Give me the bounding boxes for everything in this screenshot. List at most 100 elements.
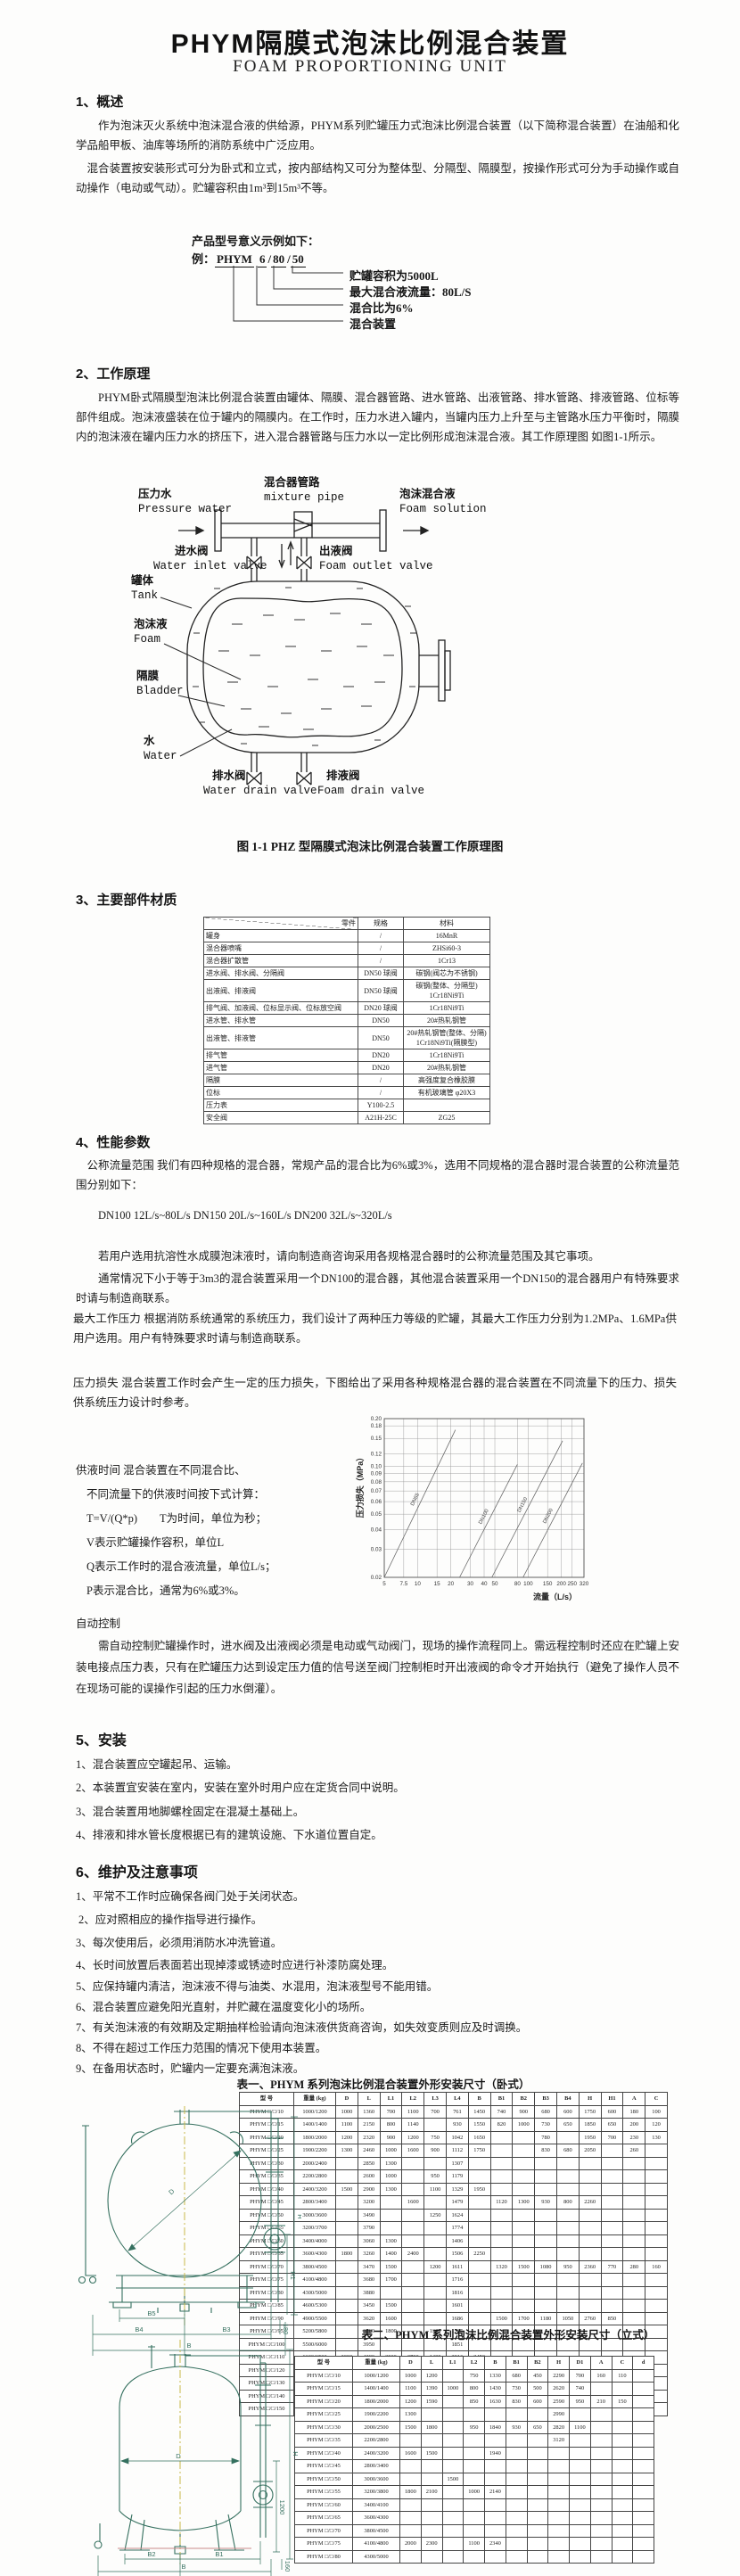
table-cell — [463, 2459, 485, 2473]
table-cell: 800 — [379, 2118, 403, 2132]
table-cell — [441, 2394, 465, 2408]
model-sep1: / — [267, 252, 272, 266]
table-cell — [547, 2472, 570, 2486]
table-cell: 1050 — [555, 2311, 580, 2325]
table-cell: 1300 — [512, 2195, 536, 2210]
table-cell — [467, 2299, 491, 2313]
supply-time-formula: T=V/(Q*p) T为时间，单位为秒； — [86, 1512, 267, 1525]
table-cell: 1500 — [335, 2182, 358, 2196]
table-cell — [512, 2130, 536, 2144]
table-cell — [441, 2523, 465, 2538]
table-cell: 3680 — [357, 2273, 381, 2287]
table-cell — [420, 2472, 443, 2486]
table-cell: 2320 — [357, 2130, 381, 2144]
table-cell: 1112 — [445, 2144, 469, 2158]
table-cell — [403, 1099, 490, 1112]
table-cell: 3400/4000 — [293, 2234, 336, 2248]
table-cell — [441, 2446, 465, 2460]
series-line-DN65 — [383, 1429, 456, 1578]
table-row: PHYM □/□/65 3600/4300 1800 3260 1400 2400 1506… — [239, 2247, 668, 2261]
table-cell — [645, 2169, 668, 2184]
table-cell: 4900/5500 — [293, 2311, 336, 2325]
table-cell: 1300 — [335, 2144, 358, 2158]
table-cell: 830 — [505, 2394, 528, 2408]
table-row: PHYM □/□/35 2200/2800 2600 1000 950 1179 — [239, 2169, 668, 2184]
series-line-DN100 — [459, 1464, 518, 1578]
table-cell — [401, 2273, 425, 2287]
table-cell — [401, 2299, 425, 2313]
dimension-label-D: D — [176, 2452, 181, 2460]
table-cell — [526, 2472, 549, 2486]
dimension-label-B: B — [181, 2563, 185, 2571]
table-cell: 1300 — [379, 2156, 403, 2170]
table-cell: PHYM □/□/40 — [239, 2182, 294, 2196]
model-example-prefix: 例： — [192, 252, 216, 266]
table-cell — [505, 2523, 528, 2538]
table-cell — [420, 2549, 443, 2564]
column-header: 规格 — [358, 917, 404, 930]
table-cell — [484, 2511, 506, 2525]
table-cell — [569, 2498, 591, 2512]
table-cell — [632, 2420, 654, 2434]
table-cell: PHYM □/□/50 — [294, 2472, 353, 2486]
table-cell — [547, 2511, 570, 2525]
table-cell: 1800 — [335, 2247, 358, 2261]
table-cell: 1100 — [401, 2104, 425, 2119]
table-cell — [512, 2325, 536, 2339]
column-header: B4 — [555, 2092, 580, 2106]
table-cell: DN20 球阀 — [358, 1001, 404, 1015]
table-cell — [547, 2549, 570, 2564]
table-cell — [441, 2407, 465, 2422]
table-cell — [645, 2182, 668, 2196]
table-cell — [600, 2195, 624, 2210]
table-cell: 高强度复合橡胶膜 — [403, 1074, 490, 1087]
table-cell — [441, 2485, 465, 2499]
table-cell — [512, 2247, 536, 2261]
table-cell — [379, 2208, 403, 2222]
table-cell — [420, 2523, 443, 2538]
table-cell: 850 — [600, 2311, 624, 2325]
table-cell — [632, 2446, 654, 2460]
table-cell: 2050 — [578, 2144, 602, 2158]
model-callout-lines — [233, 266, 343, 322]
section1-para1: 作为泡沫灭火系统中泡沫混合液的供给源，PHYM系列贮罐压力式泡沫比例混合装置（以… — [76, 119, 679, 152]
table-cell — [555, 2273, 580, 2287]
supply-time-line1: 供液时间 混合装置在不同混合比、 — [76, 1464, 246, 1477]
table-cell — [399, 2472, 422, 2486]
table-cell — [589, 2472, 613, 2486]
table-cell: 1600 — [399, 2446, 422, 2460]
table-cell — [645, 2144, 668, 2158]
table-cell: 5200/5800 — [293, 2325, 336, 2339]
table-cell — [578, 2325, 602, 2339]
table-cell — [463, 2498, 485, 2512]
table-cell: / — [358, 929, 404, 942]
series-line-DN200 — [522, 1462, 583, 1578]
x-tick-label: 7.5 — [399, 1581, 407, 1587]
table-cell — [484, 2407, 506, 2422]
table-row: 出液阀、排液阀 DN50 球阀 碳钢(整体、分隔型) 1Cr18Ni9Ti — [203, 979, 490, 1002]
column-header: D — [335, 2092, 358, 2106]
table-cell: 1000 — [379, 2169, 403, 2184]
table-cell — [589, 2511, 613, 2525]
table-cell — [526, 2549, 549, 2564]
table-cell — [611, 2459, 634, 2473]
table-cell — [600, 2299, 624, 2313]
table-cell: 700 — [379, 2104, 403, 2119]
label-foam-solution: 泡沫混合液 Foam solution — [399, 488, 487, 515]
dimension-label-B4: B4 — [135, 2325, 143, 2333]
table-cell: 1100 — [463, 2537, 485, 2551]
table-cell: 1590 — [420, 2394, 443, 2408]
series-line-DN150 — [491, 1440, 563, 1578]
table-row: PHYM □/□/55 3200/3700 3790 1774 — [239, 2221, 668, 2235]
table-cell: 1300 — [399, 2407, 422, 2422]
y-tick-label: 0.15 — [371, 1436, 382, 1442]
table-cell: 1650 — [467, 2130, 491, 2144]
y-axis-label: 压力损失（MPa） — [355, 1453, 365, 1518]
table-cell — [569, 2537, 591, 2551]
table-cell — [632, 2549, 654, 2564]
table-cell — [441, 2549, 465, 2564]
table-row: PHYM □/□/70 3800/4500 3470 1500 1200 1611 1320… — [239, 2259, 668, 2274]
table-cell: PHYM □/□/25 — [294, 2407, 353, 2422]
table-cell: 3060 — [357, 2234, 381, 2248]
figure-1-1-caption: 图 1-1 PHZ 型隔膜式泡沫比例混合装置工作原理图 — [236, 840, 504, 853]
